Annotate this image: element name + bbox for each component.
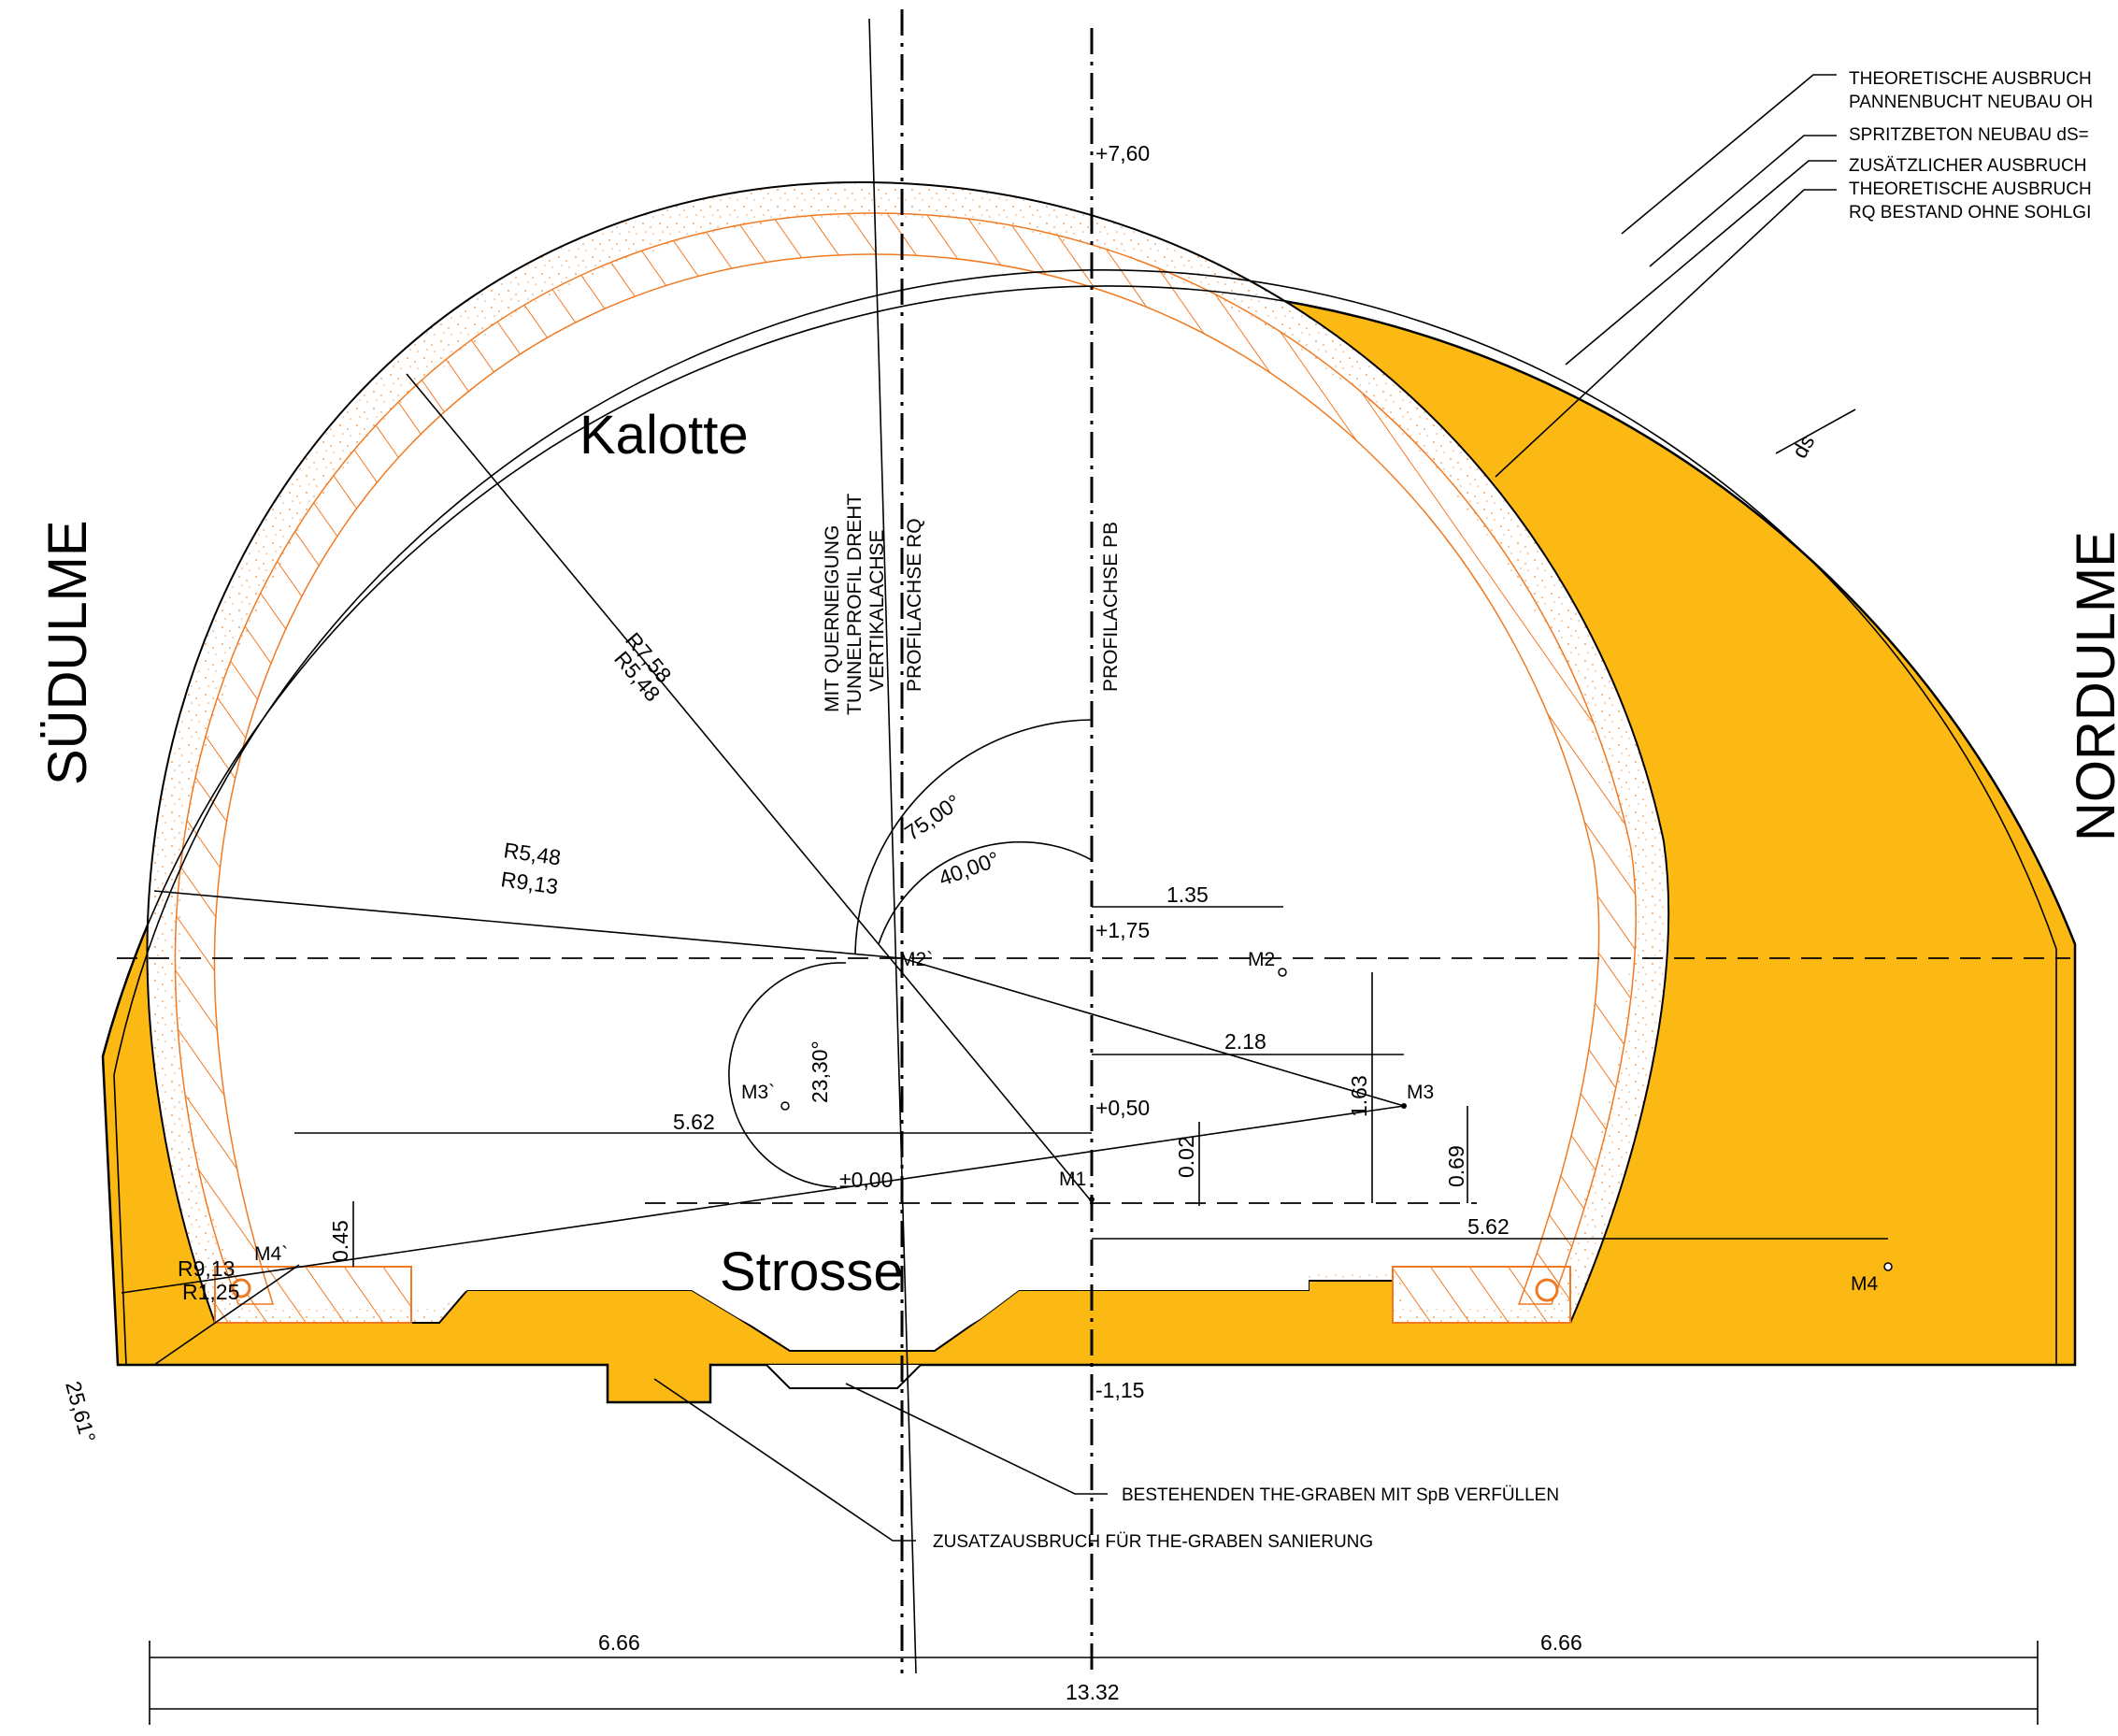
angle-2561: 25,61° (61, 1379, 100, 1445)
wall-label-south: SÜDULME (37, 520, 98, 785)
elev-mid: +0,50 (1095, 1096, 1150, 1120)
axis-label-rq: PROFILACHSE RQ (904, 518, 925, 692)
dim-002: 0.02 (1174, 1136, 1198, 1178)
axis-label-pb: PROFILACHSE PB (1100, 522, 1122, 692)
dim-562a: 5.62 (673, 1110, 715, 1134)
marker-m3 (1401, 1103, 1407, 1109)
wall-label-north: NORDULME (2066, 531, 2118, 841)
theoretical-excavation-line (102, 285, 2076, 1057)
marker-m3p (780, 1101, 790, 1111)
marker-m1 (1089, 1197, 1095, 1202)
dim-135: 1.35 (1166, 882, 1209, 907)
dim-ds: ds (1787, 430, 1820, 462)
dim-562b: 5.62 (1467, 1214, 1510, 1239)
point-m3p: M3` (741, 1082, 775, 1103)
dim-total: 13.32 (1066, 1680, 1120, 1704)
legend-leader-2 (1649, 135, 1837, 267)
marker-m2 (1278, 968, 1287, 977)
arc-75 (854, 719, 1093, 954)
drain-pipe (1535, 1278, 1559, 1302)
axis-label-vertical-3: MIT QUERNEIGUNG (822, 525, 843, 712)
section-strosse: Strosse (720, 1241, 904, 1302)
elev-spring: +1,75 (1095, 918, 1150, 942)
trench-notch (766, 1364, 922, 1389)
legend-1: THEORETISCHE AUSBRUCH (1849, 69, 2092, 89)
point-m2: M2 (1248, 949, 1275, 970)
dim-right-half: 6.66 (1540, 1630, 1582, 1655)
arc-40 (878, 840, 1093, 945)
legend-6: RQ BESTAND OHNE SOHLGI (1849, 203, 2091, 222)
angle-2330: 23,30° (808, 1040, 832, 1103)
radius-r758 (406, 373, 1095, 1205)
point-m4p: M4` (254, 1243, 288, 1265)
radius-r125-label: R1,25 (182, 1280, 239, 1304)
elev-top: +7,60 (1095, 141, 1150, 165)
point-m3: M3 (1407, 1082, 1434, 1103)
dim-045: 0.45 (328, 1220, 352, 1262)
line-m2-m3 (901, 957, 1405, 1107)
point-m4: M4 (1851, 1273, 1878, 1295)
shotcrete-line (113, 269, 2057, 1366)
drain-pipe-left (231, 1278, 251, 1298)
dim-163: 1.63 (1347, 1075, 1371, 1117)
axis-label-vertical-2: TUNNELPROFIL DREHT (844, 494, 866, 715)
dim-218: 2.18 (1224, 1029, 1267, 1054)
axis-label-vertical-1: VERTIKALACHSE (866, 529, 888, 692)
elev-bottom: -1,15 (1095, 1378, 1144, 1402)
radius-r913-label-b: R9,13 (178, 1256, 235, 1281)
legend-4: ZUSÄTZLICHER AUSBRUCH (1849, 156, 2086, 176)
legend-leader-1 (1621, 74, 1837, 235)
legend-2: PANNENBUCHT NEUBAU OH (1849, 93, 2093, 112)
legend-leader-3 (1565, 160, 1837, 366)
marker-m4 (1883, 1262, 1893, 1271)
clear-profile (179, 216, 1632, 1347)
point-m2p: M2` (899, 949, 933, 970)
radius-r913-left (121, 1105, 1405, 1294)
legend-5: THEORETISCHE AUSBRUCH (1849, 179, 2092, 199)
point-m1: M1 (1059, 1169, 1086, 1190)
legend-leader-4 (1495, 189, 1837, 478)
radius-r125 (153, 1264, 300, 1366)
callout-graben: BESTEHENDEN THE-GRABEN MIT SpB VERFÜLLEN (1122, 1485, 1559, 1505)
callout-zusatz: ZUSATZAUSBRUCH FÜR THE-GRABEN SANIERUNG (933, 1532, 1373, 1552)
radius-r548 (153, 890, 903, 959)
legend-3: SPRITZBETON NEUBAU dS= (1849, 125, 2089, 145)
elev-zero: ±0,00 (839, 1168, 893, 1192)
rotated-axis (868, 18, 917, 1674)
callout-leader-graben (845, 1383, 1108, 1495)
dim-left-half: 6.66 (598, 1630, 640, 1655)
arc-2330 (728, 962, 847, 1188)
dim-069: 0.69 (1444, 1145, 1468, 1187)
ds-line (1775, 409, 1856, 454)
section-kalotte: Kalotte (580, 405, 749, 466)
callout-leader-zusatz (653, 1378, 916, 1542)
